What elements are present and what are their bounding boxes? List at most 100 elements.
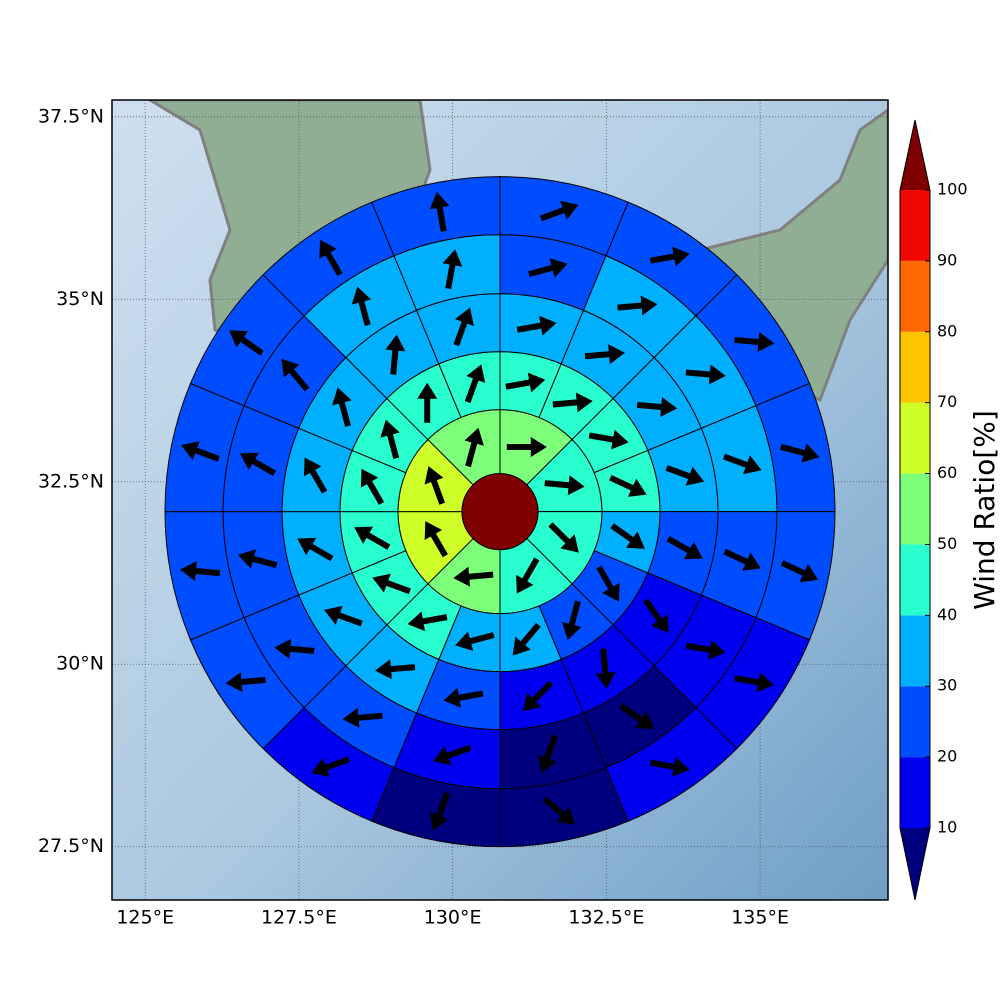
colorbar-tick-label: 70 xyxy=(937,392,957,411)
wind-arrow xyxy=(584,344,625,365)
wind-arrow xyxy=(537,734,558,774)
x-tick-label: 130°E xyxy=(424,907,482,929)
wind-arrow xyxy=(424,521,448,558)
x-tick-label: 135°E xyxy=(731,907,789,929)
wind-arrow xyxy=(723,548,761,571)
wind-arrow xyxy=(372,573,411,595)
wind-arrow xyxy=(385,334,406,375)
colorbar-bin xyxy=(900,473,930,545)
wind-arrow xyxy=(332,387,352,427)
wind-arrow xyxy=(229,330,264,356)
wind-arrow xyxy=(552,392,593,413)
x-tick-label: 132.5°E xyxy=(568,907,644,929)
wind-arrow xyxy=(528,258,568,278)
colorbar-bin xyxy=(900,544,930,616)
polar-grid xyxy=(164,176,836,848)
wind-arrow xyxy=(512,622,541,656)
wind-arrow xyxy=(734,332,775,352)
y-tick-label: 30°N xyxy=(56,653,104,675)
x-tick-label: 127.5°E xyxy=(261,907,337,929)
wind-arrow xyxy=(649,756,690,777)
wind-arrow xyxy=(181,441,220,462)
wind-arrow xyxy=(464,427,484,468)
colorbar-tick-label: 100 xyxy=(937,180,968,199)
colorbar-extend-high xyxy=(900,120,930,190)
wind-arrow xyxy=(643,598,669,634)
wind-arrow xyxy=(281,358,310,392)
wind-arrow xyxy=(453,566,494,587)
wind-arrow xyxy=(407,611,448,632)
y-tick-label: 37.5°N xyxy=(38,105,104,127)
wind-arrow xyxy=(453,307,474,347)
wind-arrow xyxy=(522,680,554,712)
y-tick-label: 35°N xyxy=(56,288,104,310)
wind-arrow xyxy=(649,246,690,267)
wind-arrow xyxy=(548,522,579,553)
colorbar-tick-label: 20 xyxy=(937,747,957,766)
wind-arrow xyxy=(303,457,328,494)
wind-arrow xyxy=(351,286,372,326)
wind-arrow xyxy=(544,475,585,496)
colorbar-bin xyxy=(900,190,930,261)
wind-arrow xyxy=(780,443,820,463)
colorbar-bin xyxy=(900,331,930,403)
wind-arrow xyxy=(666,535,703,560)
wind-arrow xyxy=(562,600,582,640)
wind-arrow xyxy=(685,364,726,385)
wind-arrow xyxy=(665,465,705,486)
wind-arrow xyxy=(297,537,334,562)
colorbar-bin xyxy=(900,757,930,828)
wind-arrow xyxy=(443,687,484,708)
colorbar-tick-label: 40 xyxy=(937,605,957,624)
wind-arrow xyxy=(617,295,658,316)
grid-cell xyxy=(371,176,501,257)
wind-arrow xyxy=(619,703,654,729)
center-cell xyxy=(461,473,539,551)
wind-arrow xyxy=(596,565,620,602)
wind-arrow xyxy=(636,397,678,417)
wind-arrow xyxy=(274,638,315,659)
wind-arrow xyxy=(516,315,557,336)
wind-arrow xyxy=(432,744,472,766)
wind-arrow xyxy=(542,796,576,825)
wind-arrow xyxy=(380,419,400,459)
colorbar-tick-label: 60 xyxy=(937,463,957,482)
colorbar-label: Wind Ratio[%] xyxy=(968,410,1000,610)
wind-arrow xyxy=(360,468,385,505)
wind-arrow xyxy=(237,549,278,569)
colorbar-tick-label: 50 xyxy=(937,534,957,553)
wind-arrow xyxy=(342,707,383,728)
colorbar: 10 20 30 40 50 60 70 80 90 100 xyxy=(899,119,968,901)
colorbar-bin xyxy=(900,615,930,687)
y-tick-label: 27.5°N xyxy=(38,835,104,857)
wind-arrow xyxy=(464,364,486,404)
colorbar-bin xyxy=(900,686,930,758)
wind-arrow xyxy=(239,452,277,476)
colorbar-bin xyxy=(900,260,930,332)
wind-arrow xyxy=(311,756,350,777)
wind-arrow xyxy=(609,474,647,497)
wind-arrow xyxy=(324,605,363,627)
wind-arrow xyxy=(424,466,445,505)
axes: 125°E 127.5°E 130°E 132.5°E 135°E 27.5°N 30°N 3… xyxy=(38,105,789,928)
wind-arrow xyxy=(588,429,629,450)
colorbar-tick-label: 10 xyxy=(937,818,957,837)
wind-arrow xyxy=(610,523,645,549)
wind-arrow xyxy=(505,372,546,393)
wind-arrow xyxy=(539,200,579,222)
wind-arrow xyxy=(417,382,438,423)
colorbar-tick-label: 30 xyxy=(937,676,957,695)
wind-arrow xyxy=(225,672,266,692)
wind-arrow xyxy=(429,191,450,232)
colorbar-tick-label: 80 xyxy=(937,321,957,340)
colorbar-extend-low xyxy=(900,828,930,900)
y-tick-label: 32.5°N xyxy=(38,470,104,492)
wind-arrow xyxy=(780,560,819,583)
colorbar-tick-label: 90 xyxy=(937,250,957,269)
wind-arrow xyxy=(319,239,343,277)
wind-arrow xyxy=(455,631,495,651)
x-tick-label: 125°E xyxy=(116,907,174,929)
wind-arrow xyxy=(354,526,391,550)
wind-arrow xyxy=(722,453,762,475)
